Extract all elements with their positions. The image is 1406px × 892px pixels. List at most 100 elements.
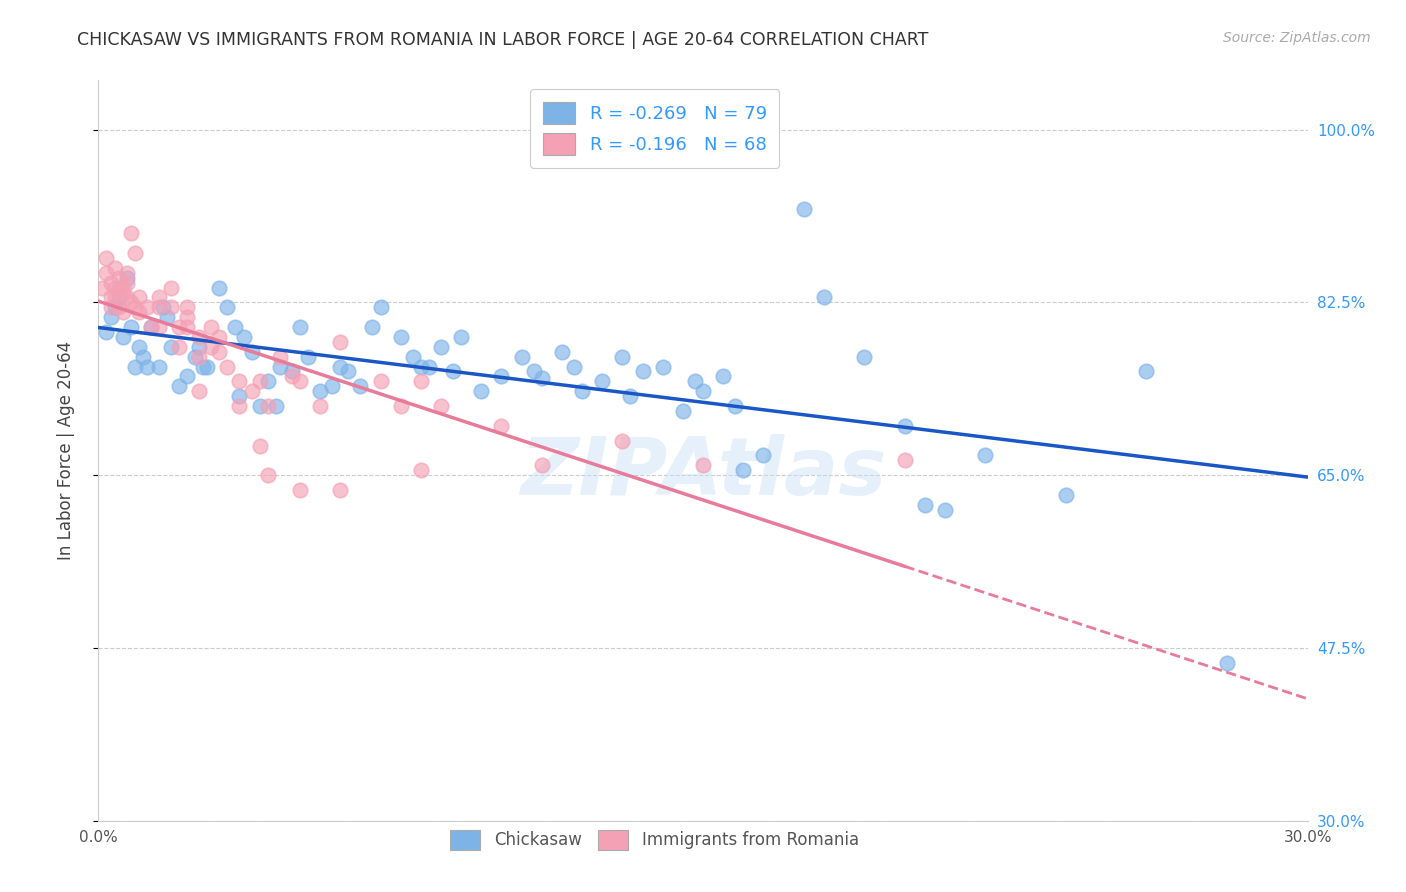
Point xyxy=(288,483,311,497)
Point xyxy=(100,290,122,304)
Point xyxy=(683,375,706,389)
Point xyxy=(612,434,634,448)
Point xyxy=(1054,488,1077,502)
Point xyxy=(389,330,412,344)
Point xyxy=(107,301,129,315)
Y-axis label: In Labor Force | Age 20-64: In Labor Force | Age 20-64 xyxy=(56,341,75,560)
Point xyxy=(96,325,118,339)
Point xyxy=(256,468,278,483)
Point xyxy=(100,276,122,290)
Point xyxy=(107,270,129,285)
Point xyxy=(128,305,150,319)
Point xyxy=(389,399,412,413)
Point xyxy=(176,301,198,315)
Point xyxy=(107,290,129,304)
Point xyxy=(853,350,876,364)
Point xyxy=(288,320,311,334)
Point xyxy=(200,320,222,334)
Point xyxy=(120,320,142,334)
Point xyxy=(530,458,553,473)
Point xyxy=(619,389,641,403)
Point xyxy=(612,350,634,364)
Point xyxy=(96,266,118,280)
Point xyxy=(217,301,239,315)
Point xyxy=(103,301,125,315)
Point xyxy=(370,375,392,389)
Point xyxy=(269,359,291,374)
Point xyxy=(724,399,747,413)
Point xyxy=(228,399,250,413)
Point xyxy=(115,266,138,280)
Point xyxy=(176,369,198,384)
Point xyxy=(132,350,155,364)
Point xyxy=(156,310,179,325)
Point xyxy=(96,251,118,265)
Point xyxy=(450,330,472,344)
Point xyxy=(100,301,122,315)
Point xyxy=(288,375,311,389)
Point xyxy=(167,379,190,393)
Point xyxy=(361,320,384,334)
Point xyxy=(893,453,915,467)
Point xyxy=(240,384,263,399)
Point xyxy=(184,350,207,364)
Point xyxy=(107,280,129,294)
Point xyxy=(256,375,278,389)
Point xyxy=(470,384,492,399)
Point xyxy=(281,364,304,378)
Point xyxy=(111,285,134,300)
Point xyxy=(914,498,936,512)
Point xyxy=(167,320,190,334)
Point xyxy=(135,301,157,315)
Point xyxy=(1135,364,1157,378)
Point xyxy=(193,359,215,374)
Point xyxy=(111,280,134,294)
Point xyxy=(208,344,231,359)
Point xyxy=(631,364,654,378)
Text: Source: ZipAtlas.com: Source: ZipAtlas.com xyxy=(1223,31,1371,45)
Point xyxy=(115,276,138,290)
Point xyxy=(217,359,239,374)
Point xyxy=(232,330,254,344)
Point xyxy=(418,359,440,374)
Point xyxy=(120,227,142,241)
Point xyxy=(409,375,432,389)
Legend: Chickasaw, Immigrants from Romania: Chickasaw, Immigrants from Romania xyxy=(444,823,866,856)
Point xyxy=(752,449,775,463)
Point xyxy=(256,399,278,413)
Point xyxy=(228,389,250,403)
Point xyxy=(672,404,695,418)
Point xyxy=(91,280,114,294)
Point xyxy=(733,463,755,477)
Point xyxy=(591,375,613,389)
Point xyxy=(124,246,146,260)
Point xyxy=(148,320,170,334)
Point xyxy=(195,359,218,374)
Point xyxy=(934,502,956,516)
Point xyxy=(176,310,198,325)
Point xyxy=(128,340,150,354)
Point xyxy=(571,384,593,399)
Point xyxy=(329,483,352,497)
Point xyxy=(349,379,371,393)
Point xyxy=(651,359,673,374)
Point xyxy=(124,301,146,315)
Point xyxy=(224,320,246,334)
Point xyxy=(430,340,453,354)
Point xyxy=(139,320,162,334)
Point xyxy=(111,330,134,344)
Point xyxy=(409,359,432,374)
Point xyxy=(409,463,432,477)
Point xyxy=(530,371,553,385)
Point xyxy=(893,418,915,433)
Point xyxy=(160,340,183,354)
Text: CHICKASAW VS IMMIGRANTS FROM ROMANIA IN LABOR FORCE | AGE 20-64 CORRELATION CHAR: CHICKASAW VS IMMIGRANTS FROM ROMANIA IN … xyxy=(77,31,929,49)
Point xyxy=(200,340,222,354)
Point xyxy=(321,379,343,393)
Point xyxy=(974,449,997,463)
Point xyxy=(370,301,392,315)
Point xyxy=(128,290,150,304)
Point xyxy=(103,290,125,304)
Point xyxy=(551,344,574,359)
Point xyxy=(510,350,533,364)
